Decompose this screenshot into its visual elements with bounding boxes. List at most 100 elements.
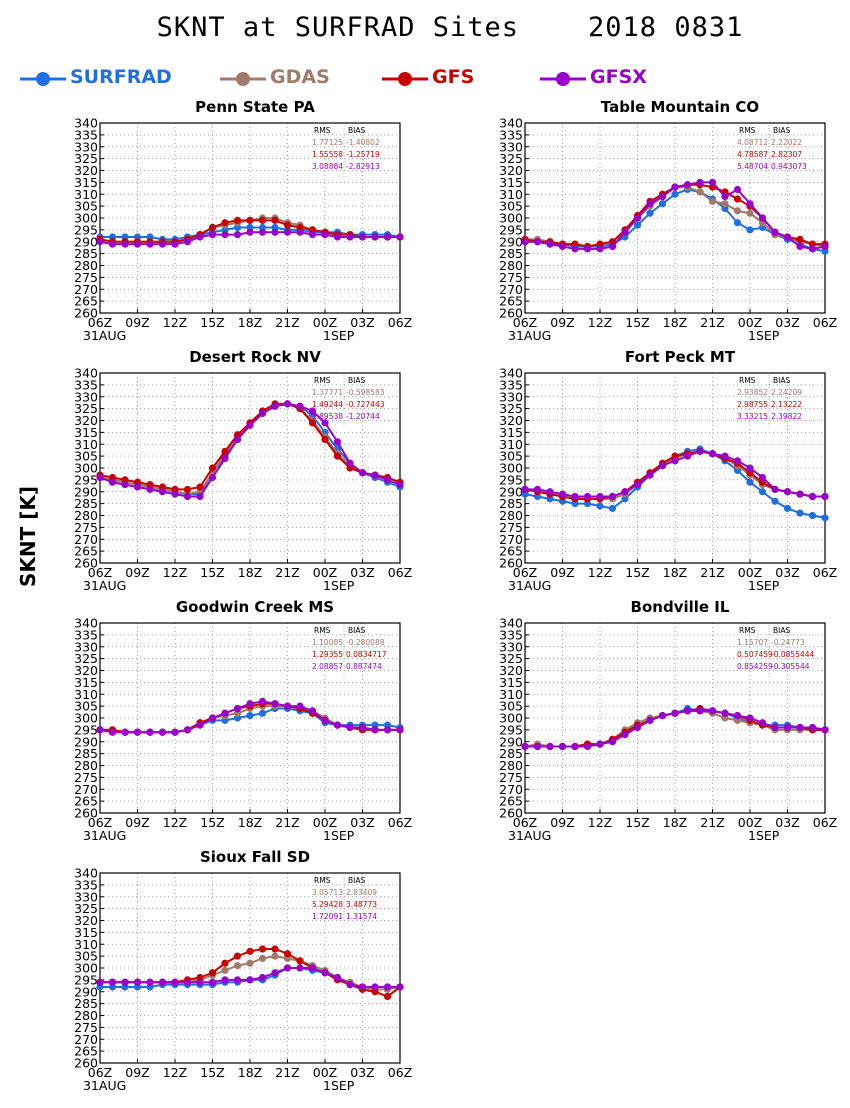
x-tick-label: 18Z [238, 815, 262, 830]
data-point [821, 726, 828, 733]
data-point [821, 493, 828, 500]
data-point [621, 229, 628, 236]
x-tick-label: 12Z [163, 315, 187, 330]
data-point [309, 964, 316, 971]
data-point [796, 724, 803, 731]
date-label: 31AUG [508, 828, 551, 843]
stats-rms-gfsx: 3.08884 [312, 162, 343, 171]
data-point [196, 483, 203, 490]
stats-bias-gfsx: -2.82913 [346, 162, 380, 171]
chart-panel-fort-peck: Fort Peck MT 260 265 270 275 280 285 290 295 300… [440, 348, 770, 588]
data-point [809, 512, 816, 519]
data-point [121, 729, 128, 736]
data-point [546, 241, 553, 248]
x-tick-label: 09Z [550, 565, 574, 580]
legend-marker-gdas [218, 68, 268, 90]
data-point [196, 493, 203, 500]
data-point [684, 181, 691, 188]
y-tick-label: 340 [74, 616, 98, 631]
legend-label-surfrad: SURFRAD [70, 66, 172, 88]
data-point [96, 726, 103, 733]
data-point [234, 962, 241, 969]
data-point [759, 488, 766, 495]
stats-bias-gfsx: -0.305544 [771, 662, 810, 671]
data-point [384, 233, 391, 240]
data-point [809, 245, 816, 252]
data-point [746, 479, 753, 486]
data-point [571, 493, 578, 500]
x-tick-label: 18Z [238, 565, 262, 580]
date-label: 31AUG [83, 328, 126, 343]
data-point [696, 179, 703, 186]
data-point [621, 731, 628, 738]
x-tick-label: 12Z [163, 1065, 187, 1080]
legend-label-gfsx: GFSX [590, 66, 647, 88]
stats-table: RMS BIAS1.10085 -0.2800881.29355 0.08347172… [312, 625, 392, 679]
data-point [234, 231, 241, 238]
data-point [534, 743, 541, 750]
legend-label-gdas: GDAS [270, 66, 330, 88]
x-tick-label: 15Z [200, 1065, 224, 1080]
data-point [771, 486, 778, 493]
data-point [809, 493, 816, 500]
data-point [771, 724, 778, 731]
x-tick-label: 18Z [663, 815, 687, 830]
date-label: 1SEP [323, 578, 355, 593]
data-point [259, 945, 266, 952]
data-point [746, 210, 753, 217]
data-point [259, 410, 266, 417]
data-point [134, 483, 141, 490]
data-point [271, 945, 278, 952]
stats-bias-gdas: -0.280088 [346, 638, 385, 647]
data-point [809, 724, 816, 731]
x-tick-label: 15Z [200, 315, 224, 330]
stats-header-bias: BIAS [773, 376, 790, 385]
data-point [396, 481, 403, 488]
data-point [246, 712, 253, 719]
data-point [596, 741, 603, 748]
data-point [659, 712, 666, 719]
data-point [559, 491, 566, 498]
data-point [159, 979, 166, 986]
data-point [721, 193, 728, 200]
data-point [734, 219, 741, 226]
x-tick-label: 06Z [813, 565, 837, 580]
data-point [209, 464, 216, 471]
data-point [359, 983, 366, 990]
figure-title: SKNT at SURFRAD Sites 2018 0831 [0, 12, 850, 43]
data-point [96, 238, 103, 245]
data-point [634, 724, 641, 731]
stats-header-bias: BIAS [773, 126, 790, 135]
x-tick-label: 21Z [275, 1065, 299, 1080]
series-gfsx [96, 229, 403, 248]
data-point [146, 979, 153, 986]
data-point [334, 438, 341, 445]
data-point [784, 505, 791, 512]
x-tick-label: 09Z [550, 815, 574, 830]
y-tick-label: 340 [499, 116, 523, 131]
data-point [584, 743, 591, 750]
data-point [259, 974, 266, 981]
stats-bias-gdas: -0.24773 [771, 638, 805, 647]
data-point [359, 724, 366, 731]
data-point [209, 979, 216, 986]
data-point [734, 457, 741, 464]
x-tick-label: 12Z [163, 815, 187, 830]
stats-header-bias: BIAS [348, 876, 365, 885]
series-gfs [96, 945, 403, 1000]
date-label: 1SEP [323, 328, 355, 343]
stats-bias-gfsx: 2.39822 [771, 412, 802, 421]
stats-header-rms: RMS [314, 126, 331, 135]
data-point [796, 510, 803, 517]
data-point [334, 233, 341, 240]
chart-panel-table-mountain: Table Mountain CO 260 265 270 275 280 285 290 2… [440, 98, 770, 338]
data-point [721, 453, 728, 460]
data-point [234, 436, 241, 443]
data-point [746, 464, 753, 471]
date-label: 31AUG [508, 328, 551, 343]
data-point [709, 707, 716, 714]
data-point [734, 186, 741, 193]
data-point [696, 188, 703, 195]
data-point [321, 717, 328, 724]
data-point [384, 726, 391, 733]
